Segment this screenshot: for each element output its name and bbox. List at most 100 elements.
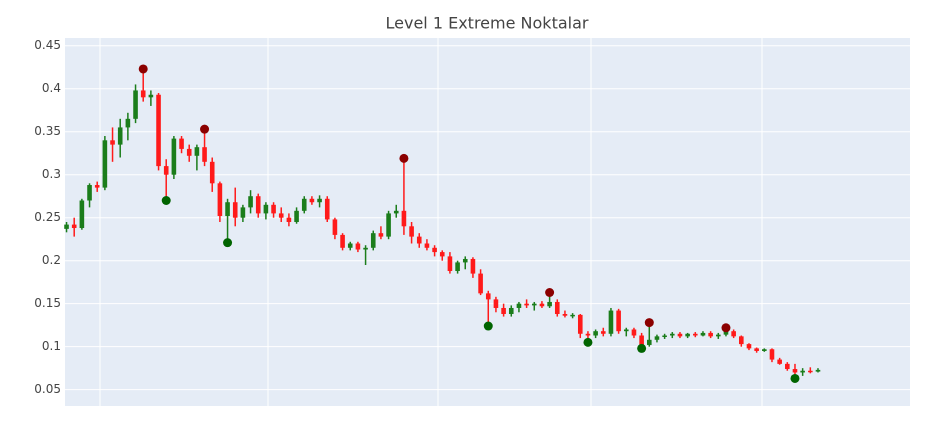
candle-body xyxy=(639,335,644,345)
candle-body xyxy=(539,303,545,307)
candle-body xyxy=(716,334,721,337)
y-tick-label: 0.4 xyxy=(42,81,61,95)
candle-body xyxy=(64,224,69,229)
candle-body xyxy=(762,349,767,351)
candle-body xyxy=(524,303,529,306)
candle-body xyxy=(746,344,752,349)
candle-body xyxy=(669,333,675,336)
candle-body xyxy=(340,234,345,248)
extreme-point xyxy=(583,337,593,347)
candle-body xyxy=(255,196,261,214)
candle-body xyxy=(432,247,437,253)
candle-body xyxy=(248,196,253,208)
y-tick-label: 0.1 xyxy=(42,339,61,353)
plot-area xyxy=(65,38,910,406)
candle-body xyxy=(355,243,361,250)
y-tick-label: 0.05 xyxy=(34,382,61,396)
candle-body xyxy=(769,349,775,360)
candle-body xyxy=(317,198,322,203)
candle-body xyxy=(470,258,476,274)
candle-body xyxy=(654,336,660,340)
y-tick-label: 0.35 xyxy=(34,124,61,138)
candle-body xyxy=(777,359,782,364)
candle-body xyxy=(209,161,215,184)
candle-body xyxy=(117,127,123,145)
candle-body xyxy=(401,210,407,227)
candle-body xyxy=(570,314,575,317)
candle-body xyxy=(186,148,192,156)
y-tick-label: 0.25 xyxy=(34,210,61,224)
candle-body xyxy=(202,147,207,162)
candle-body xyxy=(378,233,384,237)
candle-body xyxy=(731,331,736,337)
candle-body xyxy=(179,138,184,149)
candle-body xyxy=(278,213,284,218)
extreme-point xyxy=(483,321,493,331)
candle-body xyxy=(616,310,621,332)
candle-body xyxy=(225,202,230,216)
extreme-point xyxy=(161,196,171,206)
candle-body xyxy=(301,198,307,211)
extreme-point xyxy=(399,153,409,163)
candle-body xyxy=(600,331,606,334)
candle-body xyxy=(263,204,269,214)
candle-body xyxy=(125,118,131,128)
extreme-point xyxy=(545,288,555,298)
candle-body xyxy=(508,307,514,314)
candle-body xyxy=(739,336,744,345)
candle-body xyxy=(485,293,491,300)
candle-body xyxy=(240,207,246,218)
candle-body xyxy=(516,303,522,308)
candle-body xyxy=(554,301,560,314)
extreme-point xyxy=(637,343,647,353)
candle-body xyxy=(815,369,821,372)
candle-body xyxy=(439,252,445,257)
candle-body xyxy=(332,219,338,235)
candle-body xyxy=(79,200,85,229)
candle-body xyxy=(171,138,177,175)
candle-body xyxy=(94,185,100,188)
candle-body xyxy=(478,273,483,294)
candle-body xyxy=(455,262,460,272)
candle-body xyxy=(386,213,391,237)
candle-body xyxy=(324,198,330,220)
candle-body xyxy=(424,243,430,248)
candle-body xyxy=(785,363,790,370)
candle-body xyxy=(708,332,713,337)
candle-body xyxy=(363,247,368,250)
candle-body xyxy=(808,370,813,373)
candle-body xyxy=(800,370,805,373)
extreme-point xyxy=(223,238,233,248)
candle-body xyxy=(163,166,169,175)
candle-body xyxy=(140,90,146,98)
candle-body xyxy=(87,185,92,201)
candle-body xyxy=(110,140,115,145)
candle-body xyxy=(562,314,568,316)
candle-body xyxy=(194,147,200,156)
candle-body xyxy=(501,307,506,314)
candle-body xyxy=(692,333,698,336)
extreme-point xyxy=(200,124,210,134)
candle-body xyxy=(623,329,629,332)
candle-body xyxy=(416,236,422,244)
candle-body xyxy=(723,331,729,335)
candle-body xyxy=(547,301,552,307)
candle-body xyxy=(133,90,138,119)
candle-body xyxy=(409,226,414,237)
y-tick-label: 0.3 xyxy=(42,167,61,181)
candle-body xyxy=(370,233,376,248)
extreme-point xyxy=(644,318,654,328)
candle-body xyxy=(232,202,238,218)
y-tick-label: 0.2 xyxy=(42,253,61,267)
candle-body xyxy=(71,224,77,229)
candle-body xyxy=(294,210,299,222)
candle-body xyxy=(593,331,598,336)
candle-body xyxy=(156,94,161,167)
candle-body xyxy=(462,258,468,263)
candle-body xyxy=(608,310,614,334)
extreme-point xyxy=(138,64,148,74)
candle-body xyxy=(148,94,154,98)
candle-body xyxy=(792,369,798,373)
candle-body xyxy=(646,339,652,345)
